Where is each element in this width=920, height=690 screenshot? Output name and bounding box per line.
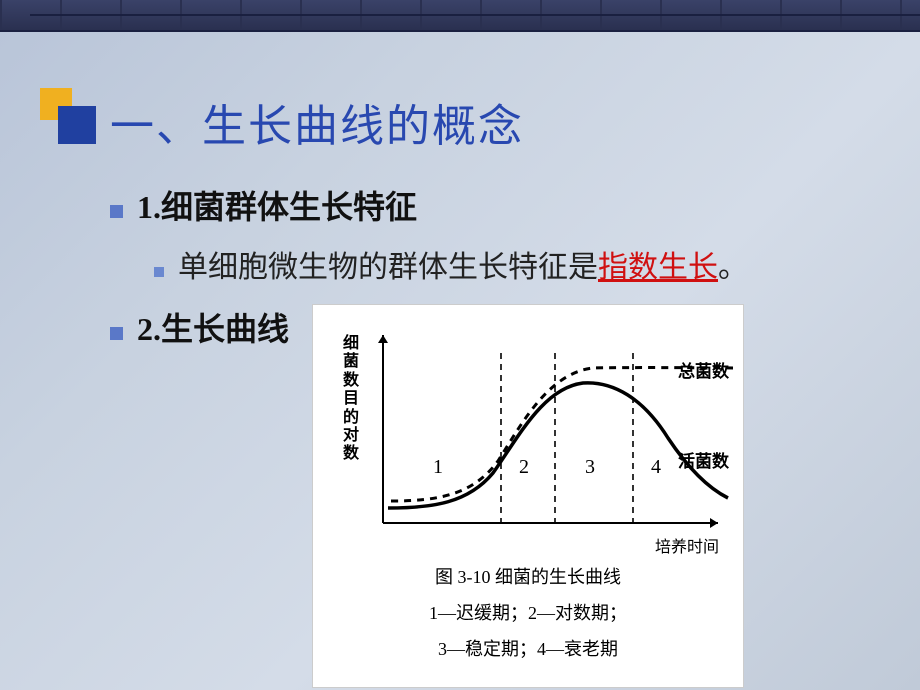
bullet-1-sub: 单细胞微生物的群体生长特征是指数生长。 — [154, 242, 880, 286]
x-axis-arrow — [710, 518, 718, 528]
phase-label: 3 — [585, 456, 595, 478]
y-axis-arrow — [378, 335, 388, 343]
body-highlight: 指数生长 — [598, 251, 718, 284]
phase-label: 1 — [433, 456, 443, 478]
body-prefix: 单细胞微生物的群体生长特征是 — [178, 251, 598, 284]
chart-caption: 图 3-10 细菌的生长曲线 1—迟缓期；2—对数期； 3—稳定期；4—衰老期 — [313, 559, 743, 667]
caption-title: 图 3-10 细菌的生长曲线 — [313, 559, 743, 595]
bullet-icon — [110, 205, 123, 218]
slide-title: 一、生长曲线的概念 — [110, 90, 880, 154]
section1-body: 单细胞微生物的群体生长特征是指数生长。 — [178, 242, 748, 286]
bullet-1: 1.细菌群体生长特征 — [110, 182, 880, 228]
series-total-label: 总菌数 — [678, 357, 729, 382]
bullet-icon — [154, 267, 164, 277]
caption-line2: 3—稳定期；4—衰老期 — [313, 631, 743, 667]
phase-label: 4 — [651, 456, 661, 478]
slide-decoration — [40, 88, 98, 146]
phase-label: 2 — [519, 456, 529, 478]
live-count-curve — [388, 383, 728, 508]
caption-line1: 1—迟缓期；2—对数期； — [313, 595, 743, 631]
chart-xlabel: 培养时间 — [655, 533, 719, 557]
section1-heading: 1.细菌群体生长特征 — [137, 182, 417, 228]
series-live-label: 活菌数 — [678, 447, 729, 472]
body-suffix: 。 — [718, 251, 748, 284]
section2-heading: 2.生长曲线 — [137, 304, 289, 350]
total-count-curve — [391, 368, 733, 501]
brick-border-top — [0, 0, 920, 32]
bullet-icon — [110, 327, 123, 340]
growth-curve-chart: 细菌数目的对数 1 2 3 4 总菌数 活菌数 培养时间 图 3-10 细 — [312, 304, 744, 688]
